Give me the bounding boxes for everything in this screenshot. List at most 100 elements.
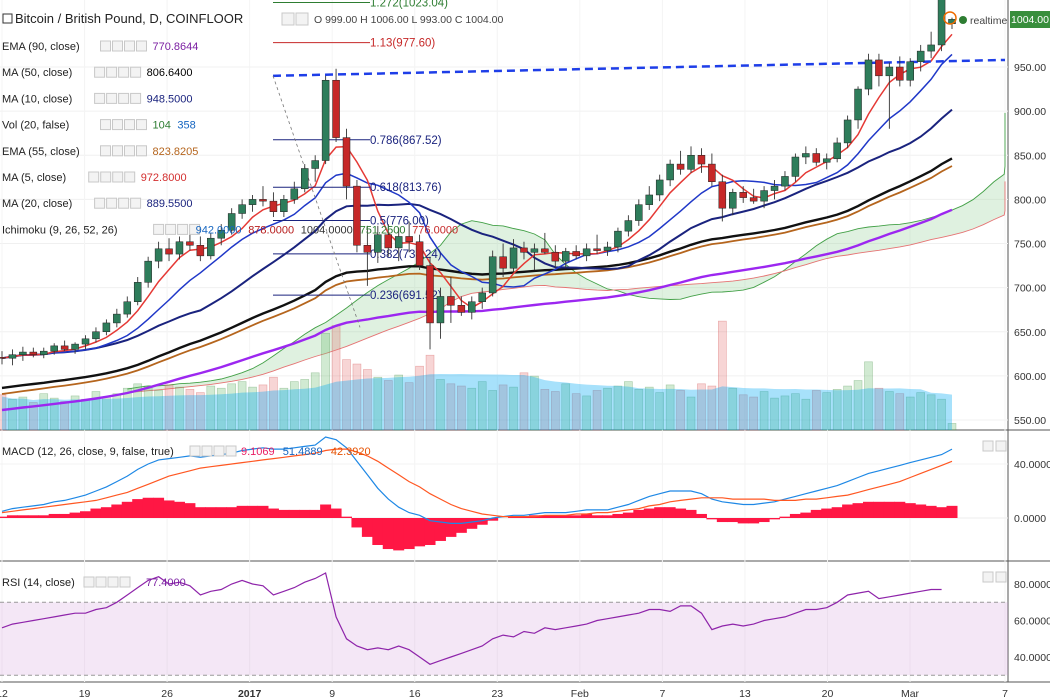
candle-body xyxy=(227,213,236,231)
volume-bar xyxy=(112,393,122,431)
macd-histogram-bar xyxy=(842,504,854,518)
macd-histogram-bar xyxy=(800,512,812,518)
price-tick-label: 700.00 xyxy=(1014,283,1046,295)
candle-body xyxy=(436,296,445,324)
legend-button xyxy=(165,223,177,235)
volume-bar xyxy=(676,390,685,431)
price-tick-label: 850.00 xyxy=(1014,150,1046,162)
volume-bar xyxy=(133,383,143,431)
macd-histogram-bar xyxy=(247,505,259,518)
macd-value: 42.3920 xyxy=(331,446,371,458)
volume-bar xyxy=(227,383,236,431)
alert-icon[interactable] xyxy=(943,11,957,25)
macd-histogram-bar xyxy=(48,513,60,518)
macd-histogram-bar xyxy=(852,503,864,518)
indicator-name: EMA (90, close) xyxy=(2,41,80,53)
candle-body xyxy=(71,343,79,350)
candle-body xyxy=(802,153,810,158)
candle-body xyxy=(123,301,132,315)
candle-body xyxy=(488,256,497,294)
volume-bar xyxy=(363,369,372,431)
realtime-label: realtime xyxy=(970,15,1008,27)
macd-histogram-bar xyxy=(278,509,290,518)
candle-body xyxy=(290,188,299,200)
macd-histogram-bar xyxy=(716,518,728,523)
candle-body xyxy=(854,88,862,121)
macd-histogram-bar xyxy=(883,501,895,518)
collapse-icon[interactable] xyxy=(2,13,13,24)
macd-histogram-bar xyxy=(476,518,488,525)
volume-bar xyxy=(801,398,811,431)
macd-histogram-bar xyxy=(789,513,801,518)
volume-bar xyxy=(728,387,738,431)
volume-bar xyxy=(498,384,508,431)
candle-body xyxy=(624,220,633,232)
indicator-value: 776.0000 xyxy=(412,224,458,236)
volume-bar xyxy=(791,393,800,431)
candle-body xyxy=(603,246,612,251)
candle-body xyxy=(582,248,591,257)
candle-body xyxy=(896,66,904,81)
legend-button xyxy=(124,40,135,52)
indicator-value-2: 358 xyxy=(177,120,195,132)
header-buttons[interactable] xyxy=(281,12,309,26)
macd-histogram-bar xyxy=(873,501,885,518)
candle-body xyxy=(541,248,549,253)
volume-bar xyxy=(665,384,675,431)
indicator-value: 823.8205 xyxy=(153,146,199,158)
price-tick-label: 750.00 xyxy=(1014,239,1046,251)
macd-histogram-bar xyxy=(487,518,499,521)
price-tick-label: 600.00 xyxy=(1014,371,1046,383)
volume-bar xyxy=(592,390,602,431)
macd-histogram-bar xyxy=(27,515,39,518)
candle-body xyxy=(154,248,163,262)
macd-histogram-bar xyxy=(570,515,582,518)
legend-button xyxy=(201,445,213,457)
volume-bar xyxy=(853,380,863,431)
candle-body xyxy=(906,61,914,81)
macd-histogram-bar xyxy=(810,509,822,518)
volume-bar xyxy=(613,385,623,431)
time-tick-label: 9 xyxy=(329,688,335,700)
candle-body xyxy=(415,241,424,266)
time-tick-label: 7 xyxy=(659,688,665,700)
fib-level-label: 0.236(691.52) xyxy=(370,290,442,302)
ohlc-readout: O 999.00 H 1006.00 L 993.00 C 1004.00 xyxy=(314,14,504,26)
candle-body xyxy=(50,345,58,352)
macd-histogram-bar xyxy=(424,518,436,545)
macd-title: MACD (12, 26, close, 9, false, true) xyxy=(2,446,174,458)
candle-body xyxy=(561,251,570,262)
legend-button xyxy=(153,223,165,235)
volume-bar xyxy=(519,372,529,431)
time-tick-label: 20 xyxy=(822,688,834,700)
macd-histogram-bar xyxy=(727,518,739,523)
ema-90-line xyxy=(1,208,953,412)
volume-bar xyxy=(916,392,925,431)
legend-button xyxy=(94,197,106,209)
indicator-name: Vol (20, false) xyxy=(2,120,69,132)
macd-histogram-bar xyxy=(925,505,937,518)
symbol-title[interactable]: Bitcoin / British Pound, D, COINFLOOR xyxy=(15,11,243,26)
legend-button xyxy=(106,92,118,104)
volume-bar xyxy=(290,381,299,431)
panel-control-icon xyxy=(995,571,1007,583)
macd-histogram-bar xyxy=(6,515,18,518)
macd-histogram-bar xyxy=(330,508,342,518)
rsi-tick-label: 60.0000 xyxy=(1014,616,1050,628)
legend-button xyxy=(107,576,119,588)
legend-button xyxy=(124,171,136,183)
macd-histogram-bar xyxy=(518,516,530,518)
volume-bar xyxy=(530,375,539,431)
candle-body xyxy=(791,156,800,177)
candle-body xyxy=(405,236,413,242)
volume-bar xyxy=(394,374,404,431)
price-tick-label: 950.00 xyxy=(1014,62,1046,74)
candle-body xyxy=(29,351,38,355)
rsi-tick-label: 40.0000 xyxy=(1014,652,1050,664)
legend-button xyxy=(124,145,135,157)
macd-histogram-bar xyxy=(758,518,770,523)
volume-bar xyxy=(269,376,278,431)
price-tick-label: 550.00 xyxy=(1014,415,1046,427)
macd-histogram-bar xyxy=(643,508,655,518)
volume-bar xyxy=(624,381,633,431)
